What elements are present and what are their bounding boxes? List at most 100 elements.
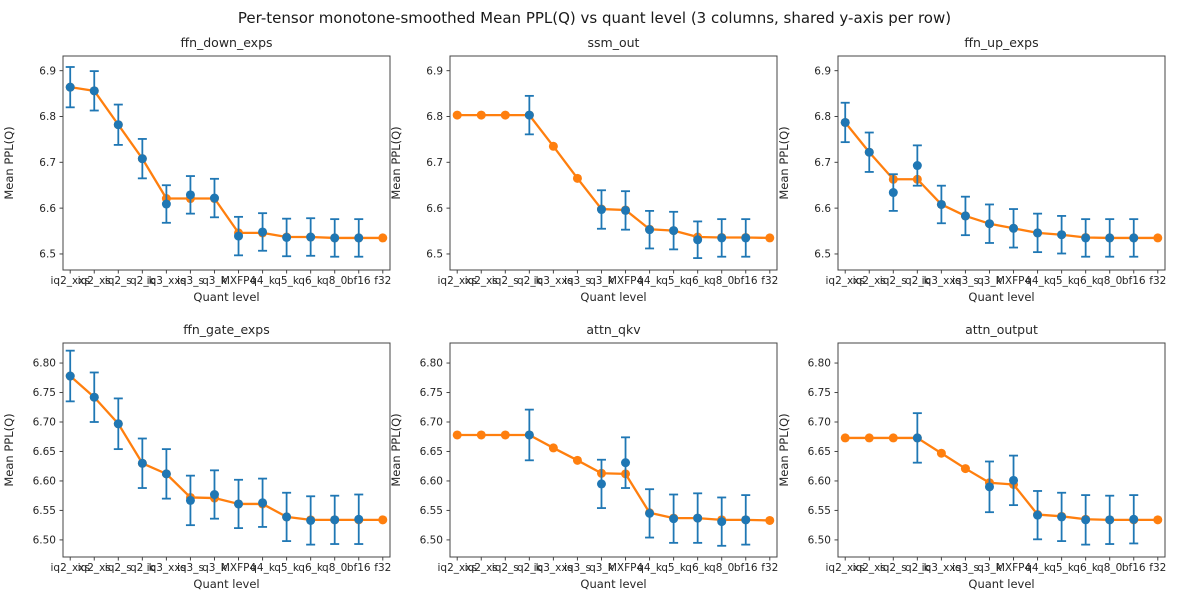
x-tick-label: q8_0 xyxy=(322,275,347,287)
x-tick-label: q8_0 xyxy=(1097,275,1122,287)
y-axis-label: Mean PPL(Q) xyxy=(389,413,403,486)
x-tick-label: iq3_xxs xyxy=(147,275,186,287)
subplot-title: ffn_gate_exps xyxy=(183,322,270,337)
smoothed-point-marker xyxy=(452,110,462,120)
y-axis-label: Mean PPL(Q) xyxy=(2,126,16,199)
subplot-ffn_gate_exps: ffn_gate_exps 6.50 6.55 6.60 6.65 6.70 6.75 6.8… xyxy=(2,322,391,591)
mean-point-marker xyxy=(645,508,655,518)
x-tick-label: q4_k xyxy=(637,275,663,287)
mean-point-marker xyxy=(282,232,292,242)
subplot-title: attn_qkv xyxy=(586,322,641,337)
x-tick-label: q4_k xyxy=(637,562,663,574)
mean-point-marker xyxy=(1105,233,1115,243)
smoothed-point-marker xyxy=(572,173,582,183)
mean-point-marker xyxy=(330,515,340,525)
mean-point-marker xyxy=(621,205,631,215)
x-axis-label: Quant level xyxy=(193,577,259,591)
mean-point-marker xyxy=(984,482,994,492)
subplot-ffn_up_exps: ffn_up_exps6.56.66.76.86.9iq2_xxsiq2_xsi… xyxy=(777,35,1166,304)
mean-point-marker xyxy=(234,499,244,509)
x-tick-label: f32 xyxy=(1149,275,1166,287)
y-axis-label: Mean PPL(Q) xyxy=(389,126,403,199)
y-tick-label: 6.7 xyxy=(814,157,831,169)
mean-point-marker xyxy=(864,147,874,157)
smoothed-point-marker xyxy=(476,430,486,440)
mean-point-marker xyxy=(1129,514,1139,524)
y-tick-label: 6.65 xyxy=(808,446,831,458)
y-axis-label: Mean PPL(Q) xyxy=(777,413,791,486)
mean-point-marker xyxy=(936,199,946,209)
x-tick-label: q6_k xyxy=(1073,562,1099,574)
mean-point-marker xyxy=(354,514,364,524)
x-tick-label: iq2_s xyxy=(492,562,519,574)
x-tick-label: iq2_xxs xyxy=(438,562,477,574)
y-tick-label: 6.70 xyxy=(33,417,56,429)
x-tick-label: bf16 xyxy=(1122,275,1146,287)
smoothed-point-marker xyxy=(840,433,850,443)
mean-point-marker xyxy=(912,161,922,171)
mean-point-marker xyxy=(1057,230,1067,240)
mean-point-marker xyxy=(888,188,898,198)
x-tick-label: iq2_xxs xyxy=(826,562,865,574)
x-tick-label: q3_k xyxy=(977,562,1003,574)
mean-point-marker xyxy=(840,117,850,127)
y-tick-label: 6.55 xyxy=(33,505,56,517)
mean-point-marker xyxy=(1033,510,1043,520)
smoothed-point-marker xyxy=(572,455,582,465)
smoothed-point-marker xyxy=(1153,233,1163,243)
x-tick-label: q3_k xyxy=(589,275,615,287)
smoothed-point-marker xyxy=(548,443,558,453)
x-tick-label: q5_k xyxy=(274,275,300,287)
mean-point-marker xyxy=(984,219,994,229)
mean-point-marker xyxy=(1081,233,1091,243)
x-tick-label: f32 xyxy=(374,275,391,287)
smoothed-point-marker xyxy=(1153,515,1163,525)
x-tick-label: f32 xyxy=(761,562,778,574)
x-tick-label: bf16 xyxy=(734,275,758,287)
mean-point-marker xyxy=(65,371,75,381)
subplot-title: ffn_up_exps xyxy=(964,35,1038,50)
y-tick-label: 6.7 xyxy=(426,157,443,169)
mean-point-marker xyxy=(282,512,292,522)
x-tick-label: q4_k xyxy=(1025,275,1051,287)
y-tick-label: 6.50 xyxy=(808,535,831,547)
mean-point-marker xyxy=(354,233,364,243)
x-tick-label: iq2_xs xyxy=(465,562,498,574)
mean-point-marker xyxy=(185,190,195,200)
x-tick-label: bf16 xyxy=(734,562,758,574)
y-tick-label: 6.6 xyxy=(39,203,56,215)
y-tick-label: 6.50 xyxy=(420,535,443,547)
x-tick-label: q3_k xyxy=(202,562,228,574)
y-axis-label: Mean PPL(Q) xyxy=(777,126,791,199)
mean-point-marker xyxy=(113,419,123,429)
x-tick-label: iq2_xs xyxy=(78,562,111,574)
y-tick-label: 6.9 xyxy=(426,65,443,77)
x-tick-label: iq3_s xyxy=(177,275,204,287)
mean-point-marker xyxy=(669,226,679,236)
figure-title: Per-tensor monotone-smoothed Mean PPL(Q)… xyxy=(237,9,952,27)
mean-point-marker xyxy=(185,495,195,505)
x-axis-label: Quant level xyxy=(193,290,259,304)
smoothed-point-marker xyxy=(500,430,510,440)
smoothed-point-marker xyxy=(960,464,970,474)
smoothed-point-marker xyxy=(500,110,510,120)
x-tick-label: MXFP4 xyxy=(608,275,644,287)
x-tick-label: q2_k xyxy=(517,562,543,574)
x-axis-label: Quant level xyxy=(968,577,1034,591)
mean-point-marker xyxy=(693,513,703,523)
x-tick-label: q5_k xyxy=(274,562,300,574)
mean-point-marker xyxy=(741,233,751,243)
mean-point-marker xyxy=(89,392,99,402)
x-tick-label: iq2_s xyxy=(492,275,519,287)
smoothed-point-marker xyxy=(765,233,775,243)
x-tick-label: MXFP4 xyxy=(996,275,1032,287)
y-tick-label: 6.75 xyxy=(420,387,443,399)
smoothed-point-marker xyxy=(765,515,775,525)
x-tick-label: iq3_xxs xyxy=(147,562,186,574)
series-monotone_smoothed xyxy=(840,433,1163,525)
y-tick-label: 6.6 xyxy=(814,203,831,215)
y-tick-label: 6.7 xyxy=(39,157,56,169)
smoothed-line xyxy=(70,86,383,240)
x-tick-label: q6_k xyxy=(298,275,324,287)
